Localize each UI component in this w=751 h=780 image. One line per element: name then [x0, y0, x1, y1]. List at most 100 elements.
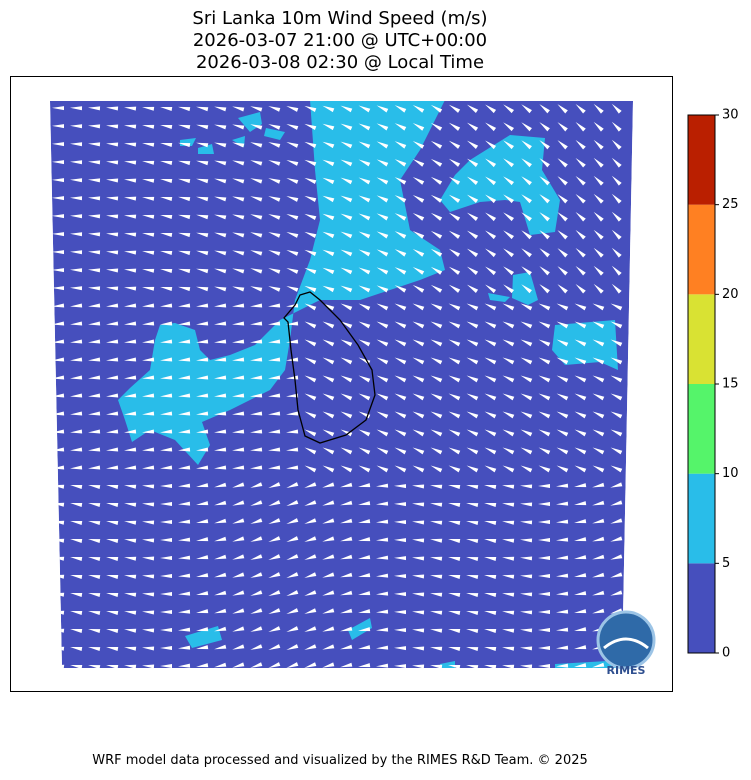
wind-arrow: [394, 123, 407, 131]
wind-arrow: [124, 232, 137, 237]
wind-arrow: [430, 104, 443, 113]
wind-arrow: [232, 286, 245, 292]
wind-arrow: [268, 554, 281, 561]
wind-arrow: [593, 283, 604, 294]
wind-arrow: [556, 519, 569, 524]
wind-arrow: [178, 250, 191, 256]
wind-arrow: [485, 176, 497, 186]
wind-arrow: [160, 556, 173, 561]
wind-arrow: [592, 357, 605, 365]
wind-arrow: [448, 393, 461, 401]
wind-arrow: [124, 268, 137, 273]
wind-arrow: [106, 250, 119, 255]
wind-arrow: [358, 447, 371, 455]
wind-arrow: [593, 211, 604, 222]
wind-arrow: [178, 357, 191, 362]
wind-arrow: [376, 537, 389, 542]
wind-arrow: [88, 214, 101, 219]
wind-arrow: [286, 142, 299, 148]
wind-arrow: [160, 447, 173, 452]
wind-arrow: [448, 266, 461, 275]
wind-arrow: [376, 555, 389, 560]
wind-arrow: [556, 339, 569, 347]
wind-arrow: [70, 178, 83, 183]
wind-arrow: [520, 664, 533, 668]
wind-arrow: [448, 176, 461, 185]
tick-label: 10: [722, 466, 739, 481]
wind-arrow: [250, 500, 263, 506]
wind-arrow: [538, 321, 551, 329]
wind-arrow: [250, 106, 263, 112]
wind-arrow: [178, 555, 191, 560]
wind-arrow: [214, 250, 227, 256]
wind-arrow: [430, 212, 443, 221]
wind-arrow: [412, 447, 425, 455]
wind-arrow: [412, 592, 425, 597]
wind-arrow: [485, 284, 497, 294]
wind-arrow: [88, 142, 101, 147]
wind-arrow: [106, 665, 119, 668]
wind-arrow: [574, 357, 587, 365]
wind-arrow: [502, 465, 515, 473]
wind-arrow: [268, 286, 281, 292]
wind-arrow: [538, 628, 551, 633]
wind-arrow: [196, 124, 209, 130]
wind-arrow: [484, 610, 497, 615]
wind-arrow: [520, 411, 533, 419]
wind-arrow: [538, 303, 551, 311]
wind-arrow: [340, 465, 353, 473]
wind-arrow: [394, 105, 407, 113]
wind-arrow: [196, 429, 209, 434]
wind-arrow: [250, 321, 263, 326]
wind-arrow: [502, 556, 515, 561]
wind-arrow: [304, 500, 317, 506]
wind-arrow: [556, 537, 569, 542]
wind-arrow: [502, 592, 515, 597]
wind-arrow: [304, 123, 317, 131]
wind-arrow: [448, 158, 461, 167]
wind-arrow: [592, 662, 605, 668]
wind-arrow: [178, 591, 191, 596]
wind-arrow: [520, 520, 533, 525]
wind-arrow: [232, 303, 245, 308]
wind-arrow: [178, 214, 191, 220]
wind-arrow: [106, 142, 119, 147]
wind-arrow: [322, 159, 335, 167]
wind-arrow: [160, 303, 173, 308]
wind-arrow: [358, 501, 371, 506]
wind-arrow: [610, 321, 623, 329]
wind-arrow: [592, 465, 605, 473]
low-wind-area: [50, 101, 633, 668]
wind-arrow: [196, 663, 209, 668]
wind-arrow: [412, 105, 425, 113]
wind-arrow: [196, 609, 209, 614]
wind-arrow: [502, 357, 515, 365]
wind-arrow: [484, 574, 497, 579]
wind-arrow: [556, 609, 569, 614]
wind-arrow: [250, 339, 263, 344]
wind-arrow: [358, 321, 371, 329]
wind-arrow: [376, 285, 389, 293]
wind-arrow: [322, 536, 335, 542]
wind-arrow: [160, 268, 173, 273]
wind-arrow: [196, 465, 209, 470]
wind-arrow: [467, 194, 479, 203]
wind-arrow: [250, 429, 263, 434]
wind-arrow: [178, 142, 191, 148]
wind-arrow: [376, 411, 389, 419]
wind-arrow: [611, 157, 622, 168]
wind-arrow: [88, 286, 101, 291]
wind-arrow: [232, 250, 245, 256]
wind-arrow: [340, 339, 353, 347]
wind-arrow: [466, 574, 479, 580]
wind-arrow: [611, 193, 622, 204]
wind-arrow: [610, 411, 623, 419]
wind-arrow: [70, 628, 83, 633]
wind-arrow: [232, 500, 245, 506]
wind-arrow: [160, 339, 173, 344]
wind-arrow: [178, 160, 191, 166]
wind-arrow: [485, 104, 497, 114]
wind-arrow: [160, 502, 173, 507]
wind-arrow: [412, 484, 425, 489]
